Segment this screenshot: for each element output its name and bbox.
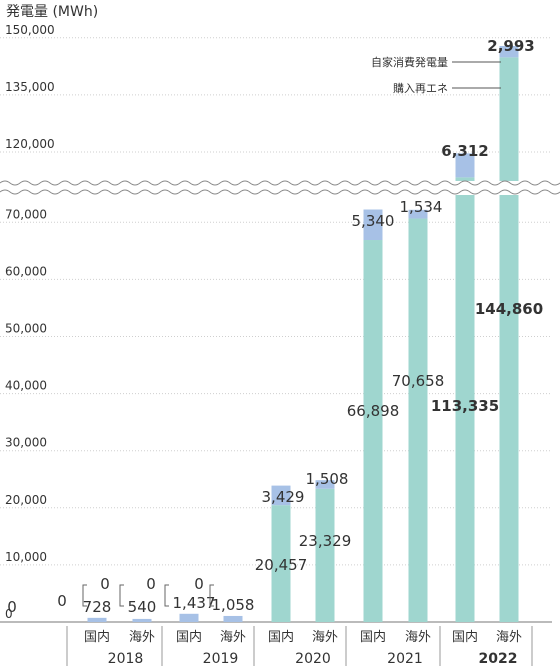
data-labels: 0728054001,4371,05820,4573,42923,3291,50… [7,37,543,616]
x-tick-label: 海外 [129,630,155,645]
bar-self [499,45,519,58]
x-axis: 国内 海外 国内 海外 国内 海外 国内 海外 国内 海外 2018 2019 2020 2021 2022 [66,626,533,667]
bar-purchased [271,505,291,622]
self-label: 728 [83,598,112,616]
year-label: 2021 [387,651,423,667]
break-line [0,180,560,186]
bar-self [223,615,243,622]
bar-self [132,618,152,622]
x-tick-label: 国内 [452,629,478,645]
self-label: 1,508 [306,470,349,488]
label-bracket [82,584,87,607]
year-label: 2018 [108,651,144,667]
purchased-label: 144,860 [475,300,543,318]
purchased-label: 20,457 [255,556,308,574]
bar-purchased [363,240,383,622]
zero-label: 0 [57,592,67,610]
x-tick-label: 海外 [496,630,522,645]
self-label: 5,340 [352,212,395,230]
x-tick-label: 国内 [176,629,202,645]
bar-self [271,485,291,506]
legend-self: 自家消費発電量 [371,55,448,69]
purchased-label: 23,329 [299,532,352,550]
purchased-label: 70,658 [392,372,445,390]
y-tick-label: 10,000 [5,550,47,564]
legend-purchased: 購入再エネ [393,81,448,95]
purchased-label: 0 [100,575,110,593]
y-tick-label: 60,000 [5,264,47,278]
purchased-label: 0 [194,575,204,593]
x-tick-label: 国内 [268,629,294,645]
bar-purchased [408,218,428,622]
label-bracket [164,584,169,607]
y-tick-label: 135,000 [5,80,55,94]
bar-self [87,617,107,622]
y-tick-label: 70,000 [5,207,47,221]
bar-self [363,209,383,241]
self-label: 1,058 [212,596,255,614]
purchased-label: 66,898 [347,402,400,420]
y-tick-label: 40,000 [5,379,47,393]
bar-self [179,613,199,622]
x-tick-label: 国内 [84,629,110,645]
self-label: 6,312 [441,142,488,160]
bar-purchased [499,57,519,622]
self-label: 540 [128,598,157,616]
break-line [0,189,560,195]
x-tick-label: 国内 [360,629,386,645]
year-label: 2022 [479,651,518,667]
year-label: 2019 [203,651,239,667]
bars [87,45,519,622]
x-tick-label: 海外 [405,630,431,645]
y-tick-label: 50,000 [5,322,47,336]
label-bracket [209,584,214,607]
y-axis-label: 発電量 (MWh) [6,4,98,20]
break-gap [0,181,552,195]
y-tick-label: 30,000 [5,436,47,450]
y-tick-label: 20,000 [5,493,47,507]
y-tick-label: 120,000 [5,137,55,151]
axis-break [0,180,560,195]
x-tick-label: 海外 [312,630,338,645]
label-bracket [119,584,124,607]
zero-label: 0 [7,598,17,616]
year-label: 2020 [295,651,331,667]
bar-self [408,209,428,219]
bar-self [455,153,475,178]
y-tick-label: 0 [5,607,13,621]
self-label: 2,993 [487,37,534,55]
self-label: 3,429 [262,488,305,506]
purchased-label: 113,335 [431,397,499,415]
y-axis-ticks: 0 10,000 20,000 30,000 40,000 50,000 60,000 70,… [5,23,55,621]
y-tick-label: 150,000 [5,23,55,37]
bar-purchased [315,488,335,622]
x-tick-label: 海外 [220,630,246,645]
self-label: 1,437 [173,594,216,612]
self-label: 1,534 [400,198,443,216]
bar-purchased [455,177,475,622]
purchased-label: 0 [146,575,156,593]
bar-self [315,480,335,489]
